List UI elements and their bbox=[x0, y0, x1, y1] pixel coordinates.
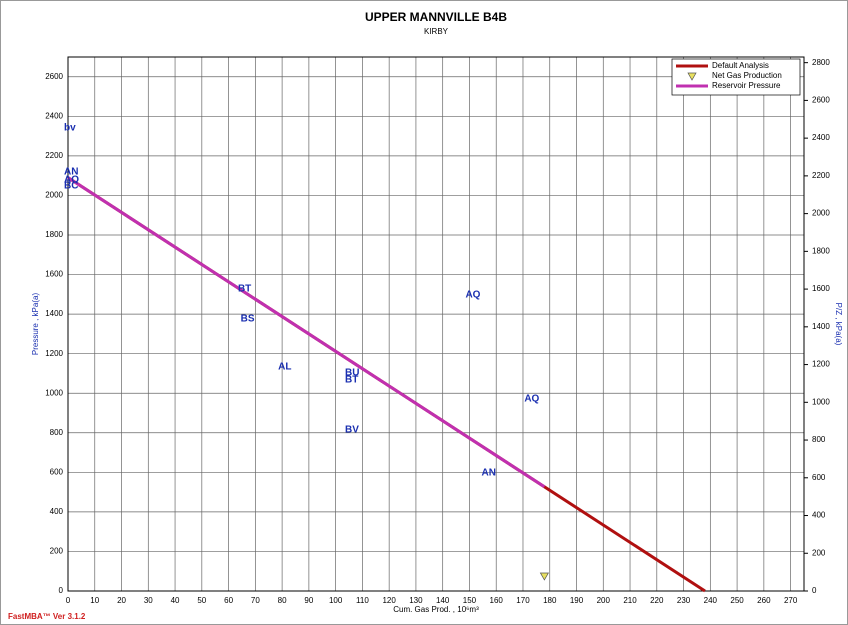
point-label: AN bbox=[64, 167, 78, 178]
triangle-marker bbox=[539, 572, 549, 581]
y2-tick-label: 1600 bbox=[812, 284, 830, 293]
y-axis-label: Pressure , kPa(a) bbox=[31, 293, 40, 356]
y-tick-label: 1000 bbox=[45, 388, 63, 397]
x-tick-label: 130 bbox=[409, 596, 423, 605]
x-tick-label: 240 bbox=[704, 596, 718, 605]
x-tick-label: 190 bbox=[570, 596, 584, 605]
x-tick-label: 200 bbox=[597, 596, 611, 605]
x-tick-label: 210 bbox=[623, 596, 637, 605]
point-label: AQ bbox=[465, 290, 480, 301]
y2-tick-label: 2000 bbox=[812, 209, 830, 218]
y2-tick-label: 2600 bbox=[812, 96, 830, 105]
x-tick-label: 50 bbox=[197, 596, 206, 605]
y-tick-label: 2000 bbox=[45, 191, 63, 200]
point-label: AN bbox=[482, 468, 496, 479]
y-tick-label: 1600 bbox=[45, 270, 63, 279]
y2-tick-label: 800 bbox=[812, 435, 826, 444]
x-tick-label: 260 bbox=[757, 596, 771, 605]
x-tick-label: 250 bbox=[730, 596, 744, 605]
y2-tick-label: 1400 bbox=[812, 322, 830, 331]
line-series bbox=[67, 176, 546, 489]
y-tick-label: 0 bbox=[59, 586, 64, 595]
x-tick-label: 110 bbox=[356, 596, 369, 605]
y2-tick-label: 2200 bbox=[812, 171, 830, 180]
y-tick-label: 2400 bbox=[45, 111, 63, 120]
y-tick-label: 2200 bbox=[45, 151, 63, 160]
y2-tick-label: 200 bbox=[812, 548, 826, 557]
x-tick-label: 120 bbox=[382, 596, 396, 605]
x-tick-label: 40 bbox=[171, 596, 180, 605]
x-tick-label: 270 bbox=[784, 596, 798, 605]
x-tick-label: 10 bbox=[90, 596, 99, 605]
chart-title: UPPER MANNVILLE B4B bbox=[365, 10, 507, 24]
point-label: BC bbox=[64, 180, 78, 191]
x-tick-label: 30 bbox=[144, 596, 153, 605]
y2-tick-label: 2800 bbox=[812, 58, 830, 67]
legend-label: Net Gas Production bbox=[712, 71, 782, 80]
point-label: BV bbox=[345, 425, 359, 436]
y-tick-label: 1200 bbox=[45, 349, 63, 358]
plot-border bbox=[67, 56, 805, 592]
y-tick-label: 2600 bbox=[45, 72, 63, 81]
y2-tick-label: 0 bbox=[812, 586, 817, 595]
chart-subtitle: KIRBY bbox=[424, 27, 449, 36]
y2-tick-label: 1000 bbox=[812, 397, 830, 406]
y2-tick-label: 400 bbox=[812, 511, 826, 520]
y-tick-label: 1400 bbox=[45, 309, 63, 318]
y-tick-label: 1800 bbox=[45, 230, 63, 239]
footer: FastMBA™ Ver 3.1.2 bbox=[8, 612, 86, 621]
x-tick-label: 180 bbox=[543, 596, 557, 605]
x-tick-label: 170 bbox=[516, 596, 530, 605]
point-label: BS bbox=[241, 313, 255, 324]
x-tick-label: 220 bbox=[650, 596, 664, 605]
x-tick-label: 60 bbox=[224, 596, 233, 605]
y2-tick-label: 1800 bbox=[812, 246, 830, 255]
x-tick-label: 90 bbox=[304, 596, 313, 605]
y2-axis-label: P/Z , kPa(a) bbox=[834, 303, 843, 346]
y2-tick-label: 2400 bbox=[812, 133, 830, 142]
x-axis-label: Cum. Gas Prod. , 10⁶m³ bbox=[393, 605, 479, 614]
point-label: AO bbox=[64, 174, 79, 185]
point-label: bv bbox=[64, 122, 76, 133]
point-label: AL bbox=[278, 362, 291, 373]
x-tick-label: 70 bbox=[251, 596, 260, 605]
point-label: BT bbox=[345, 375, 358, 386]
x-tick-label: 0 bbox=[66, 596, 71, 605]
legend-symbol bbox=[687, 72, 697, 81]
y2-tick-label: 600 bbox=[812, 473, 826, 482]
x-tick-label: 20 bbox=[117, 596, 126, 605]
x-tick-label: 80 bbox=[278, 596, 287, 605]
y-tick-label: 200 bbox=[50, 547, 64, 556]
y2-tick-label: 1200 bbox=[812, 360, 830, 369]
legend-label: Default Analysis bbox=[712, 61, 769, 70]
x-tick-label: 140 bbox=[436, 596, 450, 605]
point-label: AQ bbox=[524, 394, 539, 405]
y-tick-label: 600 bbox=[50, 467, 64, 476]
y-tick-label: 400 bbox=[50, 507, 64, 516]
x-tick-label: 230 bbox=[677, 596, 691, 605]
x-tick-label: 150 bbox=[463, 596, 477, 605]
point-label: BT bbox=[238, 283, 251, 294]
x-tick-label: 100 bbox=[329, 596, 343, 605]
x-tick-label: 160 bbox=[490, 596, 504, 605]
legend-label: Reservoir Pressure bbox=[712, 81, 781, 90]
y-tick-label: 800 bbox=[50, 428, 64, 437]
point-label: BU bbox=[345, 367, 359, 378]
